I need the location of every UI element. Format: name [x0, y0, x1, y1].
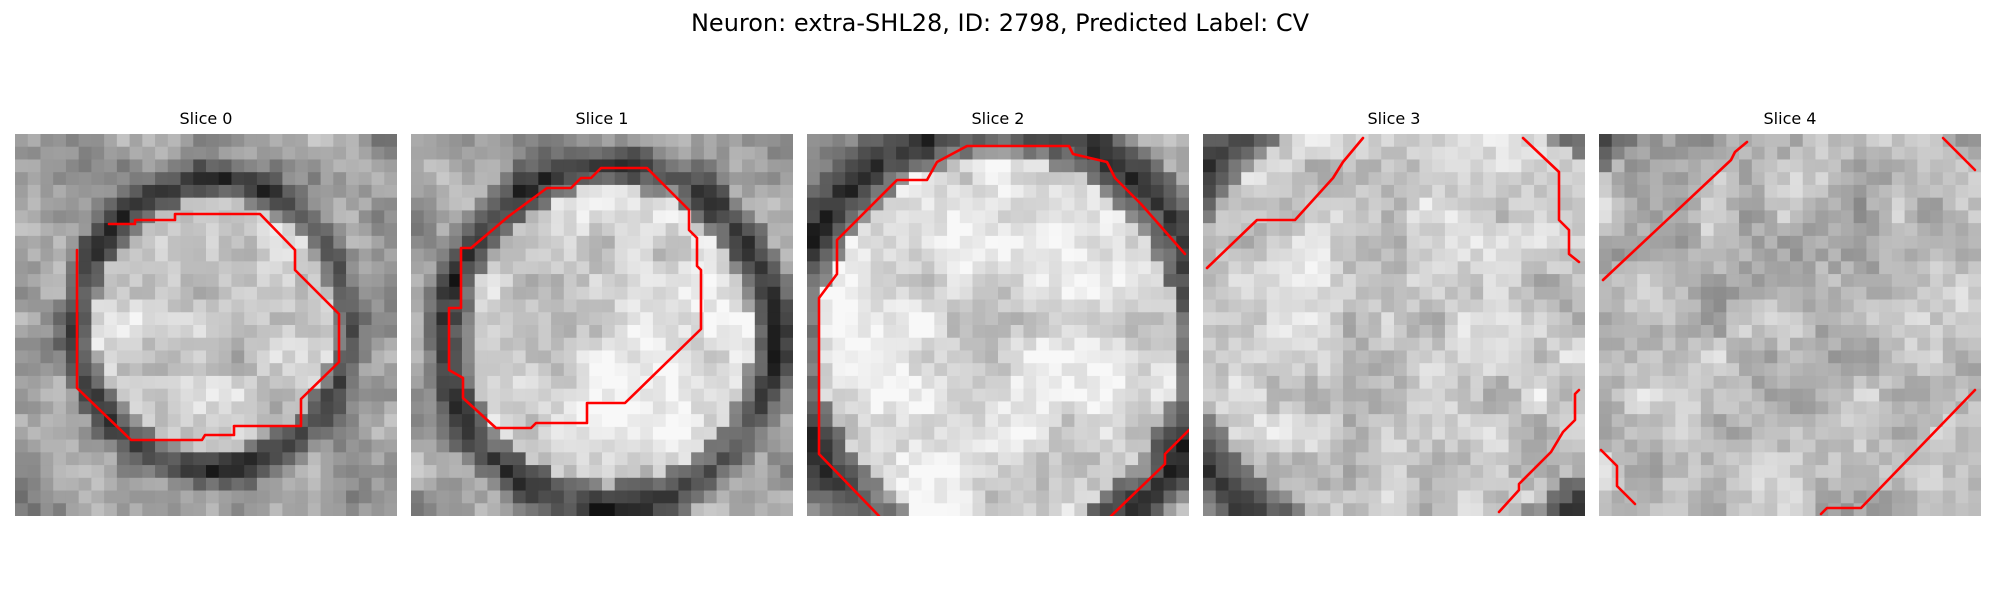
microscopy-slice-image — [411, 134, 793, 516]
segmentation-contour — [75, 212, 341, 442]
microscopy-slice-image — [15, 134, 397, 516]
segmentation-contour — [1497, 388, 1581, 514]
slice-panel-4: Slice 4 — [1599, 108, 1981, 518]
slice-title: Slice 0 — [179, 109, 233, 128]
slice-title: Slice 1 — [575, 109, 629, 128]
grayscale-pixel-grid — [15, 134, 397, 516]
figure-title: Neuron: extra-SHL28, ID: 2798, Predicted… — [690, 9, 1310, 37]
segmentation-contour — [1109, 428, 1189, 516]
slice-panel-0: Slice 0 — [15, 108, 397, 518]
slice-title: Slice 4 — [1763, 109, 1817, 128]
segmentation-contour — [1599, 448, 1637, 506]
segmentation-contour — [1941, 136, 1977, 172]
slice-panels: Slice 0 Slice 1 Slice 2 Slice 3 Slice 4 — [15, 108, 1985, 518]
slice-panel-3: Slice 3 — [1203, 108, 1585, 518]
grayscale-pixel-grid — [807, 134, 1189, 516]
segmentation-contour — [1521, 136, 1581, 264]
segmentation-contour — [447, 166, 703, 430]
segmentation-contour — [817, 144, 1187, 516]
grayscale-pixel-grid — [1203, 134, 1585, 516]
microscopy-slice-image — [1599, 134, 1981, 516]
segmentation-contour — [1601, 140, 1749, 282]
microscopy-slice-image — [1203, 134, 1585, 516]
slice-title: Slice 3 — [1367, 109, 1421, 128]
grayscale-pixel-grid — [411, 134, 793, 516]
slice-panel-1: Slice 1 — [411, 108, 793, 518]
slice-panel-2: Slice 2 — [807, 108, 1189, 518]
segmentation-contour — [1205, 136, 1365, 270]
microscopy-slice-image — [807, 134, 1189, 516]
grayscale-pixel-grid — [1599, 134, 1981, 516]
segmentation-contour — [1819, 388, 1977, 516]
slice-title: Slice 2 — [971, 109, 1025, 128]
